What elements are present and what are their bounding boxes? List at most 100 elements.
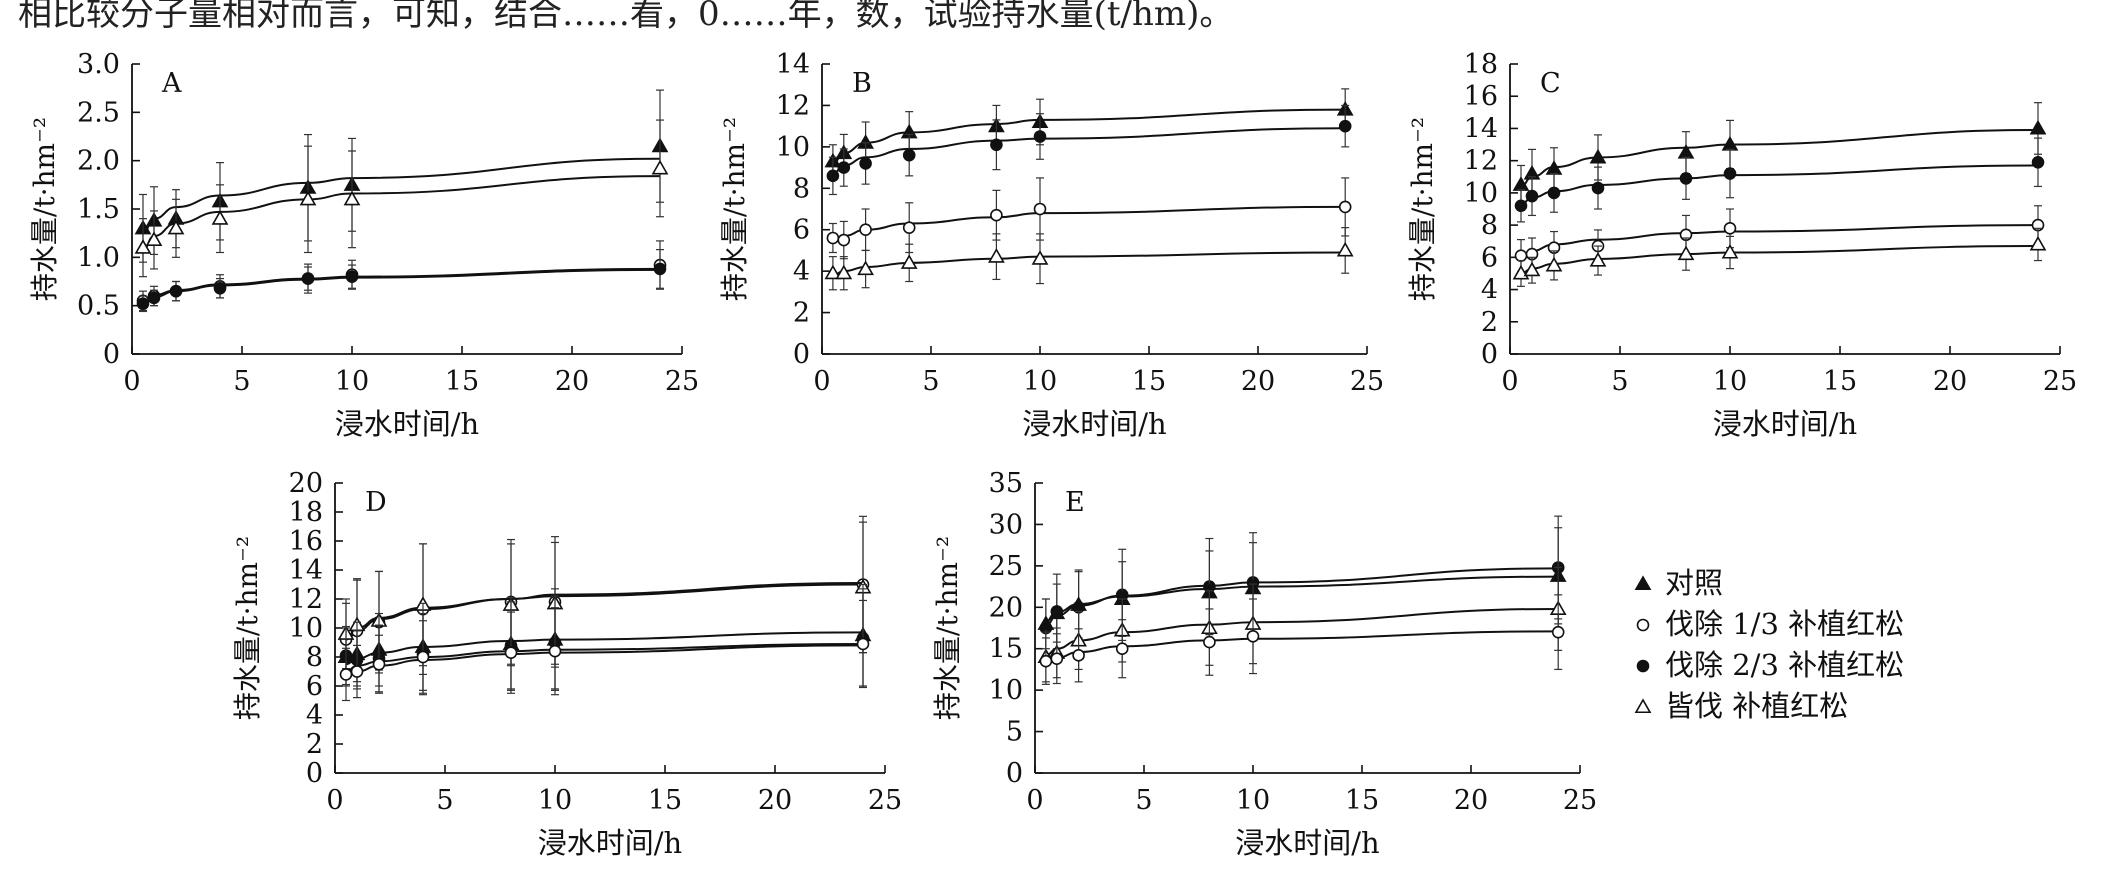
y-tick-label: 5	[1006, 717, 1023, 748]
series-3	[136, 240, 667, 312]
y-tick-label: 4	[1481, 275, 1498, 306]
data-point	[859, 223, 872, 237]
data-point	[1677, 245, 1695, 261]
data-point	[1547, 186, 1561, 200]
legend-marker	[1634, 698, 1652, 714]
data-point	[145, 231, 163, 246]
y-tick-label: 2	[793, 298, 810, 329]
y-axis-label: 持水量/t·hm⁻²	[1406, 117, 1439, 301]
x-tick-label: 25	[1350, 366, 1384, 397]
data-point	[416, 650, 430, 664]
y-tick-label: 10	[776, 132, 810, 163]
y-tick-label: 6	[793, 215, 810, 246]
legend-label: 伐除 2/3 补植红松	[1665, 648, 1904, 682]
x-tick-label: 10	[1023, 366, 1057, 397]
data-point	[902, 221, 916, 234]
y-axis-label: 持水量/t·hm⁻²	[231, 536, 264, 720]
x-axis-label: 浸水时间/h	[1022, 407, 1166, 441]
series-4	[1039, 594, 1565, 685]
y-tick-label: 8	[1481, 210, 1498, 241]
series-4	[824, 227, 1354, 291]
data-point	[1723, 167, 1737, 180]
data-point	[856, 637, 870, 651]
x-tick-label: 25	[868, 785, 902, 816]
data-point	[1050, 652, 1064, 665]
data-point	[1033, 202, 1047, 216]
data-point	[1039, 654, 1053, 668]
x-tick-label: 5	[1135, 785, 1152, 816]
series-4	[1512, 227, 2047, 287]
x-tick-label: 15	[1345, 785, 1379, 816]
legend-item: 对照	[1634, 566, 1723, 600]
series-2	[826, 104, 1352, 196]
x-tick-label: 20	[758, 785, 792, 816]
y-tick-label: 18	[1464, 49, 1498, 80]
data-point	[1070, 596, 1087, 611]
y-tick-label: 30	[989, 509, 1023, 540]
x-tick-label: 25	[2043, 366, 2077, 397]
y-axis-label: 持水量/t·hm⁻²	[931, 536, 964, 720]
x-tick-label: 0	[813, 366, 830, 397]
x-tick-label: 15	[1823, 366, 1857, 397]
x-tick-label: 20	[1933, 366, 1967, 397]
y-tick-label: 0	[306, 758, 323, 789]
data-point	[1514, 199, 1528, 213]
data-point	[1037, 615, 1055, 630]
y-tick-label: 4	[793, 256, 810, 287]
legend-label: 对照	[1665, 566, 1723, 600]
data-point	[350, 665, 364, 678]
fit-curve	[345, 642, 864, 673]
data-point	[990, 208, 1003, 222]
data-point	[299, 190, 317, 206]
series-1	[824, 88, 1354, 179]
data-point	[2029, 235, 2047, 251]
x-tick-label: 20	[555, 366, 589, 397]
data-point	[1338, 119, 1352, 133]
legend-label: 伐除 1/3 补植红松	[1665, 607, 1904, 641]
x-tick-label: 0	[326, 785, 343, 816]
y-tick-label: 2	[1481, 307, 1498, 338]
data-point	[134, 239, 152, 254]
x-tick-label: 5	[922, 366, 939, 397]
data-point	[1338, 200, 1352, 214]
y-tick-label: 1.5	[77, 194, 120, 225]
y-tick-label: 15	[989, 634, 1023, 665]
data-point	[900, 254, 918, 269]
x-tick-label: 20	[1241, 366, 1275, 397]
data-point	[1545, 256, 1563, 272]
data-point	[136, 297, 150, 311]
data-point	[835, 264, 853, 280]
panel-letter: B	[852, 68, 872, 99]
data-point	[1721, 243, 1739, 259]
data-point	[1591, 181, 1605, 195]
y-tick-label: 2	[306, 729, 323, 760]
x-tick-label: 25	[1563, 785, 1597, 816]
data-point	[1203, 635, 1216, 649]
y-tick-label: 16	[1464, 81, 1498, 112]
panel-letter: E	[1065, 487, 1085, 518]
panels: 00.51.01.52.02.53.00 5 10 15 20 25浸水时间/h持水量/t…	[28, 49, 2077, 860]
x-tick-label: 15	[1132, 366, 1166, 397]
y-tick-label: 10	[989, 675, 1023, 706]
legend-item: 皆伐 补植红松	[1634, 689, 1848, 723]
y-tick-label: 14	[776, 49, 810, 80]
y-tick-label: 2.5	[77, 97, 120, 128]
data-point	[548, 644, 562, 658]
data-point	[1525, 189, 1539, 203]
x-tick-label: 10	[1236, 785, 1270, 816]
data-point	[301, 272, 315, 285]
data-point	[1589, 251, 1607, 267]
data-point	[1679, 172, 1693, 185]
series-2	[134, 119, 669, 278]
y-tick-label: 0	[1006, 758, 1023, 789]
x-tick-label: 0	[1026, 785, 1043, 816]
data-point	[211, 210, 229, 225]
series-1	[134, 89, 669, 263]
y-tick-label: 18	[289, 497, 323, 528]
y-tick-label: 1.0	[77, 242, 120, 273]
y-tick-label: 12	[289, 584, 323, 615]
x-tick-label: 10	[538, 785, 572, 816]
series-3	[337, 583, 872, 691]
